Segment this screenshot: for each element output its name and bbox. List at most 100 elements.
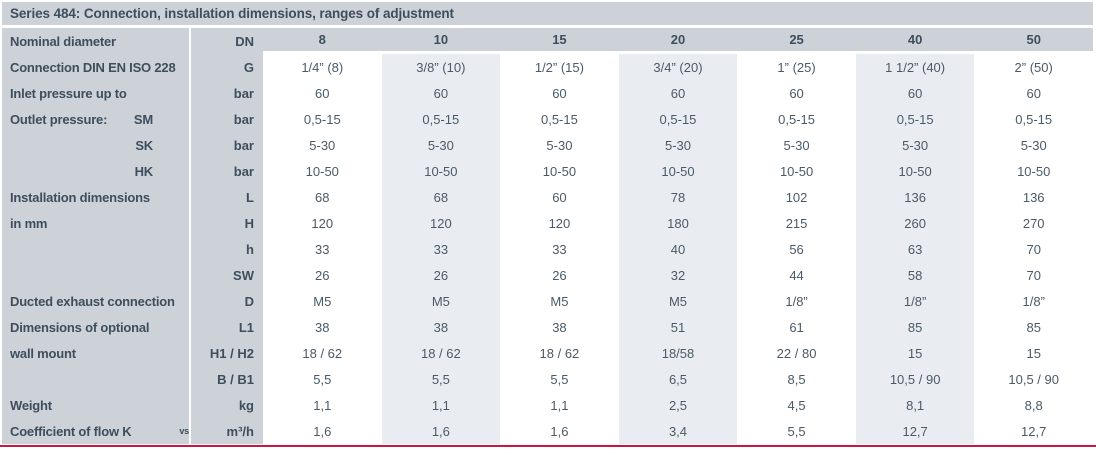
row-label: SK	[2, 132, 189, 158]
value-text: 22 / 80	[776, 345, 817, 361]
value-cell: 3/4” (20)	[618, 54, 738, 80]
value-cell: 70	[974, 262, 1093, 288]
unit-text: DN	[235, 33, 254, 49]
column-divider	[189, 418, 191, 444]
unit-cell: G	[191, 54, 263, 80]
value-cell: 1,1	[500, 392, 619, 418]
value-cell: M5	[500, 288, 619, 314]
value-text: 136	[904, 189, 926, 205]
value-text: M5	[550, 293, 569, 309]
value-text: 15	[907, 345, 923, 361]
value-text: 0,5-15	[1015, 111, 1053, 127]
value-cell: 26	[500, 262, 619, 288]
value-text: 60	[789, 85, 804, 101]
value-cell: 4,5	[737, 392, 856, 418]
value-cell: 3/8” (10)	[381, 54, 501, 80]
value-text: 4,5	[787, 397, 806, 413]
value-text: 33	[433, 241, 449, 257]
column-divider	[189, 158, 191, 184]
row-label: Weight	[2, 392, 189, 418]
column-divider	[189, 28, 191, 54]
value-cell: 2,5	[618, 392, 738, 418]
value-cell: 58	[855, 262, 975, 288]
value-text: 15	[1026, 345, 1041, 361]
unit-cell: L	[191, 184, 263, 210]
unit-cell: bar	[191, 132, 263, 158]
value-text: 5-30	[427, 137, 454, 153]
unit-cell: D	[191, 288, 263, 314]
unit-text: L1	[238, 319, 254, 335]
value-text: 50	[1026, 32, 1041, 47]
value-text: M5	[313, 293, 332, 309]
row-label: Connection DIN EN ISO 228	[2, 54, 189, 80]
value-text: 68	[433, 189, 449, 205]
value-cell: 33	[500, 236, 619, 262]
value-cell: 270	[974, 210, 1093, 236]
value-cell: 8,8	[974, 392, 1093, 418]
unit-text: G	[243, 59, 254, 75]
unit-text: B / B1	[217, 371, 254, 387]
unit-cell: B / B1	[191, 366, 263, 392]
value-text: 38	[433, 319, 449, 335]
value-cell: 26	[381, 262, 501, 288]
value-cell: 33	[263, 236, 382, 262]
value-cell: 1/4” (8)	[263, 54, 382, 80]
value-cell: 136	[974, 184, 1093, 210]
value-text: 1 1/2” (40)	[885, 59, 946, 75]
row-sublabel: SK	[135, 137, 153, 153]
value-text: 18 / 62	[539, 345, 580, 361]
value-cell: 60	[500, 184, 619, 210]
value-text: 32	[670, 267, 686, 283]
value-cell: 5-30	[618, 132, 738, 158]
value-text: 18 / 62	[420, 345, 461, 361]
value-text: 61	[789, 319, 804, 335]
value-text: 60	[907, 85, 923, 101]
value-text: 25	[789, 32, 804, 47]
value-cell: 3,4	[618, 418, 738, 444]
value-cell: 5,5	[737, 418, 856, 444]
value-text: 26	[315, 267, 330, 283]
row-label: Inlet pressure up to	[2, 80, 189, 106]
value-text: 1/8”	[1022, 293, 1045, 309]
value-text: 60	[552, 85, 567, 101]
value-cell: 8,5	[737, 366, 856, 392]
unit-cell: H1 / H2	[191, 340, 263, 366]
row-label: Dimensions of optional	[2, 314, 189, 340]
column-header-cell: 15	[500, 28, 619, 54]
value-text: 33	[315, 241, 330, 257]
unit-cell: DN	[191, 28, 263, 54]
value-cell: 70	[974, 236, 1093, 262]
column-divider	[189, 132, 191, 158]
value-text: 51	[670, 319, 686, 335]
value-cell: 1/2” (15)	[500, 54, 619, 80]
unit-text: H	[244, 215, 254, 231]
value-text: 33	[552, 241, 567, 257]
value-text: 63	[907, 241, 923, 257]
value-cell: 60	[737, 80, 856, 106]
column-divider	[189, 80, 191, 106]
value-text: 5,5	[431, 371, 450, 387]
value-text: 26	[433, 267, 449, 283]
value-cell: 0,5-15	[500, 106, 619, 132]
value-cell: 0,5-15	[618, 106, 738, 132]
column-divider	[189, 366, 191, 392]
value-text: 102	[785, 189, 808, 205]
value-text: 60	[315, 85, 330, 101]
column-header-cell: 8	[263, 28, 382, 54]
value-cell: 38	[263, 314, 382, 340]
row-label	[2, 236, 189, 262]
value-cell: 38	[500, 314, 619, 340]
value-cell: 1,6	[381, 418, 501, 444]
unit-cell: kg	[191, 392, 263, 418]
value-text: 5-30	[783, 137, 810, 153]
value-text: 60	[1026, 85, 1041, 101]
column-divider	[189, 288, 191, 314]
row-label: HK	[2, 158, 189, 184]
value-text: 1,6	[313, 423, 332, 439]
value-cell: 40	[618, 236, 738, 262]
value-cell: 10-50	[974, 158, 1093, 184]
column-header-cell: 10	[381, 28, 501, 54]
value-cell: 5-30	[263, 132, 382, 158]
value-cell: 5,5	[263, 366, 382, 392]
